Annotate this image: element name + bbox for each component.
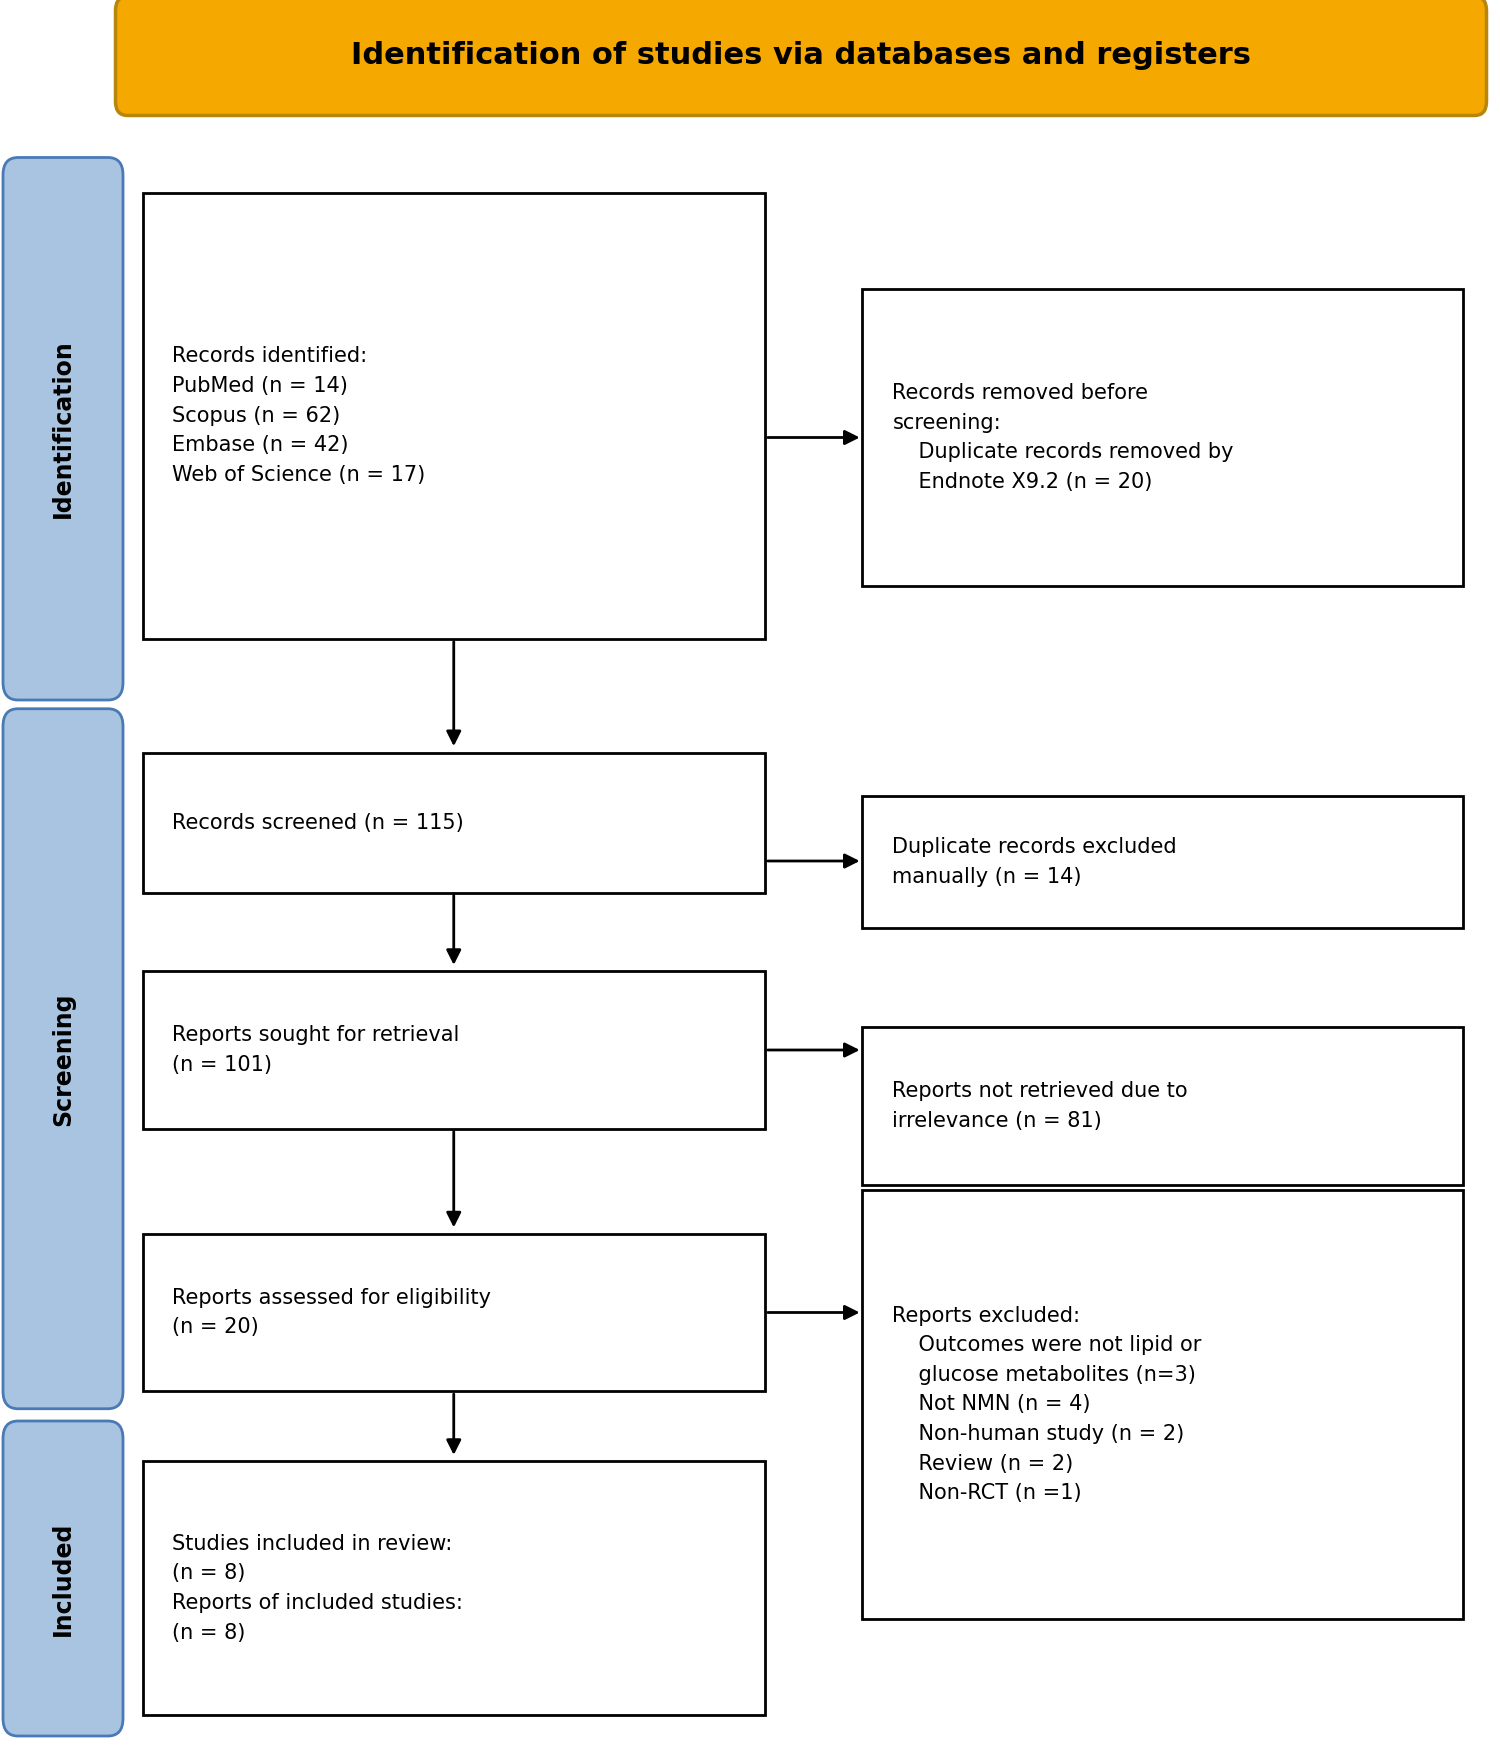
Text: Records removed before
screening:
    Duplicate records removed by
    Endnote X: Records removed before screening: Duplic… xyxy=(892,383,1234,492)
Text: Records identified:
PubMed (n = 14)
Scopus (n = 62)
Embase (n = 42)
Web of Scien: Records identified: PubMed (n = 14) Scop… xyxy=(172,346,426,485)
FancyBboxPatch shape xyxy=(142,752,765,892)
FancyBboxPatch shape xyxy=(3,709,123,1409)
Text: Studies included in review:
(n = 8)
Reports of included studies:
(n = 8): Studies included in review: (n = 8) Repo… xyxy=(172,1533,464,1643)
FancyBboxPatch shape xyxy=(116,0,1486,116)
FancyBboxPatch shape xyxy=(862,796,1462,928)
FancyBboxPatch shape xyxy=(142,971,765,1129)
FancyBboxPatch shape xyxy=(862,1190,1462,1619)
Text: Reports excluded:
    Outcomes were not lipid or
    glucose metabolites (n=3)
 : Reports excluded: Outcomes were not lipi… xyxy=(892,1306,1202,1503)
FancyBboxPatch shape xyxy=(142,192,765,639)
FancyBboxPatch shape xyxy=(3,1421,123,1736)
Text: Screening: Screening xyxy=(51,992,75,1125)
Text: Identification: Identification xyxy=(51,340,75,518)
FancyBboxPatch shape xyxy=(3,158,123,700)
Text: Duplicate records excluded
manually (n = 14): Duplicate records excluded manually (n =… xyxy=(892,836,1178,887)
Text: Included: Included xyxy=(51,1521,75,1636)
FancyBboxPatch shape xyxy=(862,289,1462,586)
Text: Identification of studies via databases and registers: Identification of studies via databases … xyxy=(351,42,1251,70)
Text: Reports sought for retrieval
(n = 101): Reports sought for retrieval (n = 101) xyxy=(172,1026,460,1074)
Text: Reports not retrieved due to
irrelevance (n = 81): Reports not retrieved due to irrelevance… xyxy=(892,1082,1188,1130)
Text: Reports assessed for eligibility
(n = 20): Reports assessed for eligibility (n = 20… xyxy=(172,1288,492,1337)
FancyBboxPatch shape xyxy=(142,1461,765,1715)
FancyBboxPatch shape xyxy=(862,1027,1462,1185)
FancyBboxPatch shape xyxy=(142,1234,765,1391)
Text: Records screened (n = 115): Records screened (n = 115) xyxy=(172,812,465,833)
